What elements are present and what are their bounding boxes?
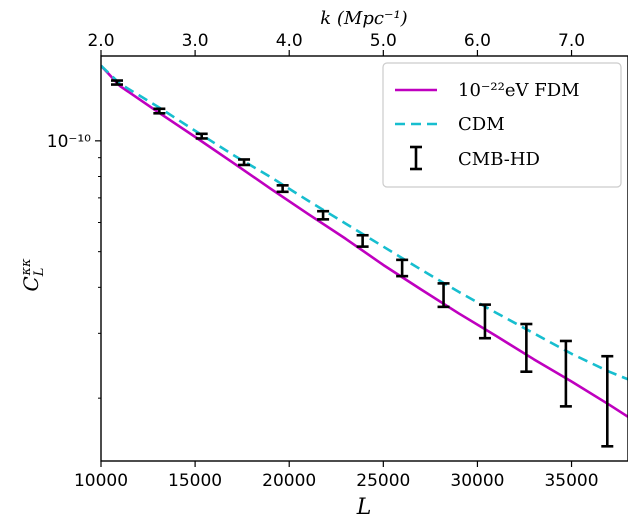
legend-label-cmbhd: CMB-HD [458,149,540,170]
top-tick-label: 6.0 [464,31,491,51]
legend: 10⁻²²eV FDM CDM CMB-HD [382,62,622,188]
errorbar-point [559,339,572,408]
legend-label-cdm: CDM [458,114,505,135]
y-axis-label: CLκκ [19,258,47,291]
x-tick-label: 20000 [262,471,316,491]
errorbar-point [153,107,166,115]
x-tick-label: 25000 [356,471,410,491]
x-tick-label: 35000 [544,471,598,491]
errorbar-point [238,158,251,167]
legend-frame [382,62,622,188]
errorbar-point [110,79,123,86]
errorbar-point [520,322,533,373]
errorbar-point [478,303,491,340]
top-axis-label: k (Mpc⁻¹) [320,8,407,29]
series-layer [101,64,628,448]
x-tick-label: 10000 [74,471,128,491]
top-tick-label: 4.0 [276,31,303,51]
errorbar-point [356,233,369,248]
legend-swatch-cmbhd [410,145,422,171]
top-tick-label: 3.0 [182,31,209,51]
x-tick-label: 15000 [168,471,222,491]
fdm-line [101,64,628,418]
axes-layer: 10000 15000 20000 25000 30000 35000 2.0 3.0 4.0 5… [47,31,628,491]
errorbar-point [396,258,409,278]
errorbar-point [195,132,208,140]
plot-frame [100,55,628,462]
svg-text:CLκκ: CLκκ [19,258,47,291]
errorbar-point [601,354,614,448]
x-axis-label: L [356,495,372,520]
errorbar-point [437,282,450,309]
errorbar-point [317,209,330,221]
top-tick-label: 2.0 [87,31,114,51]
x-tick-label: 30000 [450,471,504,491]
legend-label-fdm: 10⁻²²eV FDM [458,80,580,101]
errorbar-point [276,184,289,194]
top-tick-label: 7.0 [558,31,585,51]
top-tick-label: 5.0 [370,31,397,51]
y-tick-label: 10⁻¹⁰ [47,132,91,152]
